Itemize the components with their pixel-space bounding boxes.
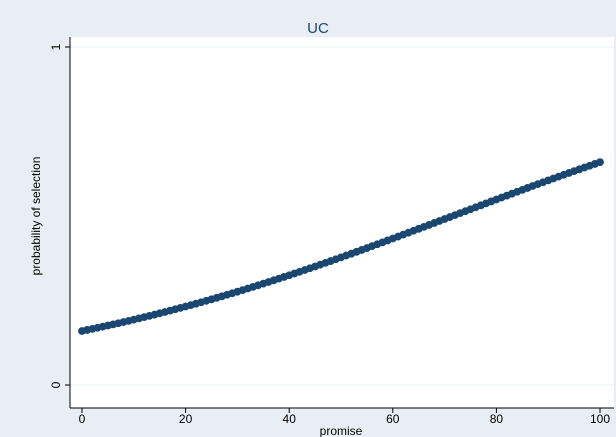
gridlines	[71, 46, 614, 386]
y-tick-label-1: 1	[49, 43, 63, 50]
x-axis-title: promise	[320, 424, 363, 437]
x-tick-label-5: 100	[590, 412, 610, 426]
x-tick-label-3: 60	[386, 412, 400, 426]
chart-title: UC	[307, 20, 329, 37]
data-points	[78, 158, 604, 335]
y-tick-label-0: 0	[49, 381, 63, 388]
x-tick-label-1: 20	[179, 412, 193, 426]
x-tick-label-0: 0	[79, 412, 86, 426]
x-tick-label-2: 40	[283, 412, 297, 426]
x-tick-label-4: 80	[490, 412, 504, 426]
plot-area	[70, 37, 614, 408]
y-axis-title: probability of selection	[29, 157, 43, 276]
ticks: 0 20 40 60 80 100 0 1	[49, 43, 610, 426]
data-point	[596, 158, 604, 167]
